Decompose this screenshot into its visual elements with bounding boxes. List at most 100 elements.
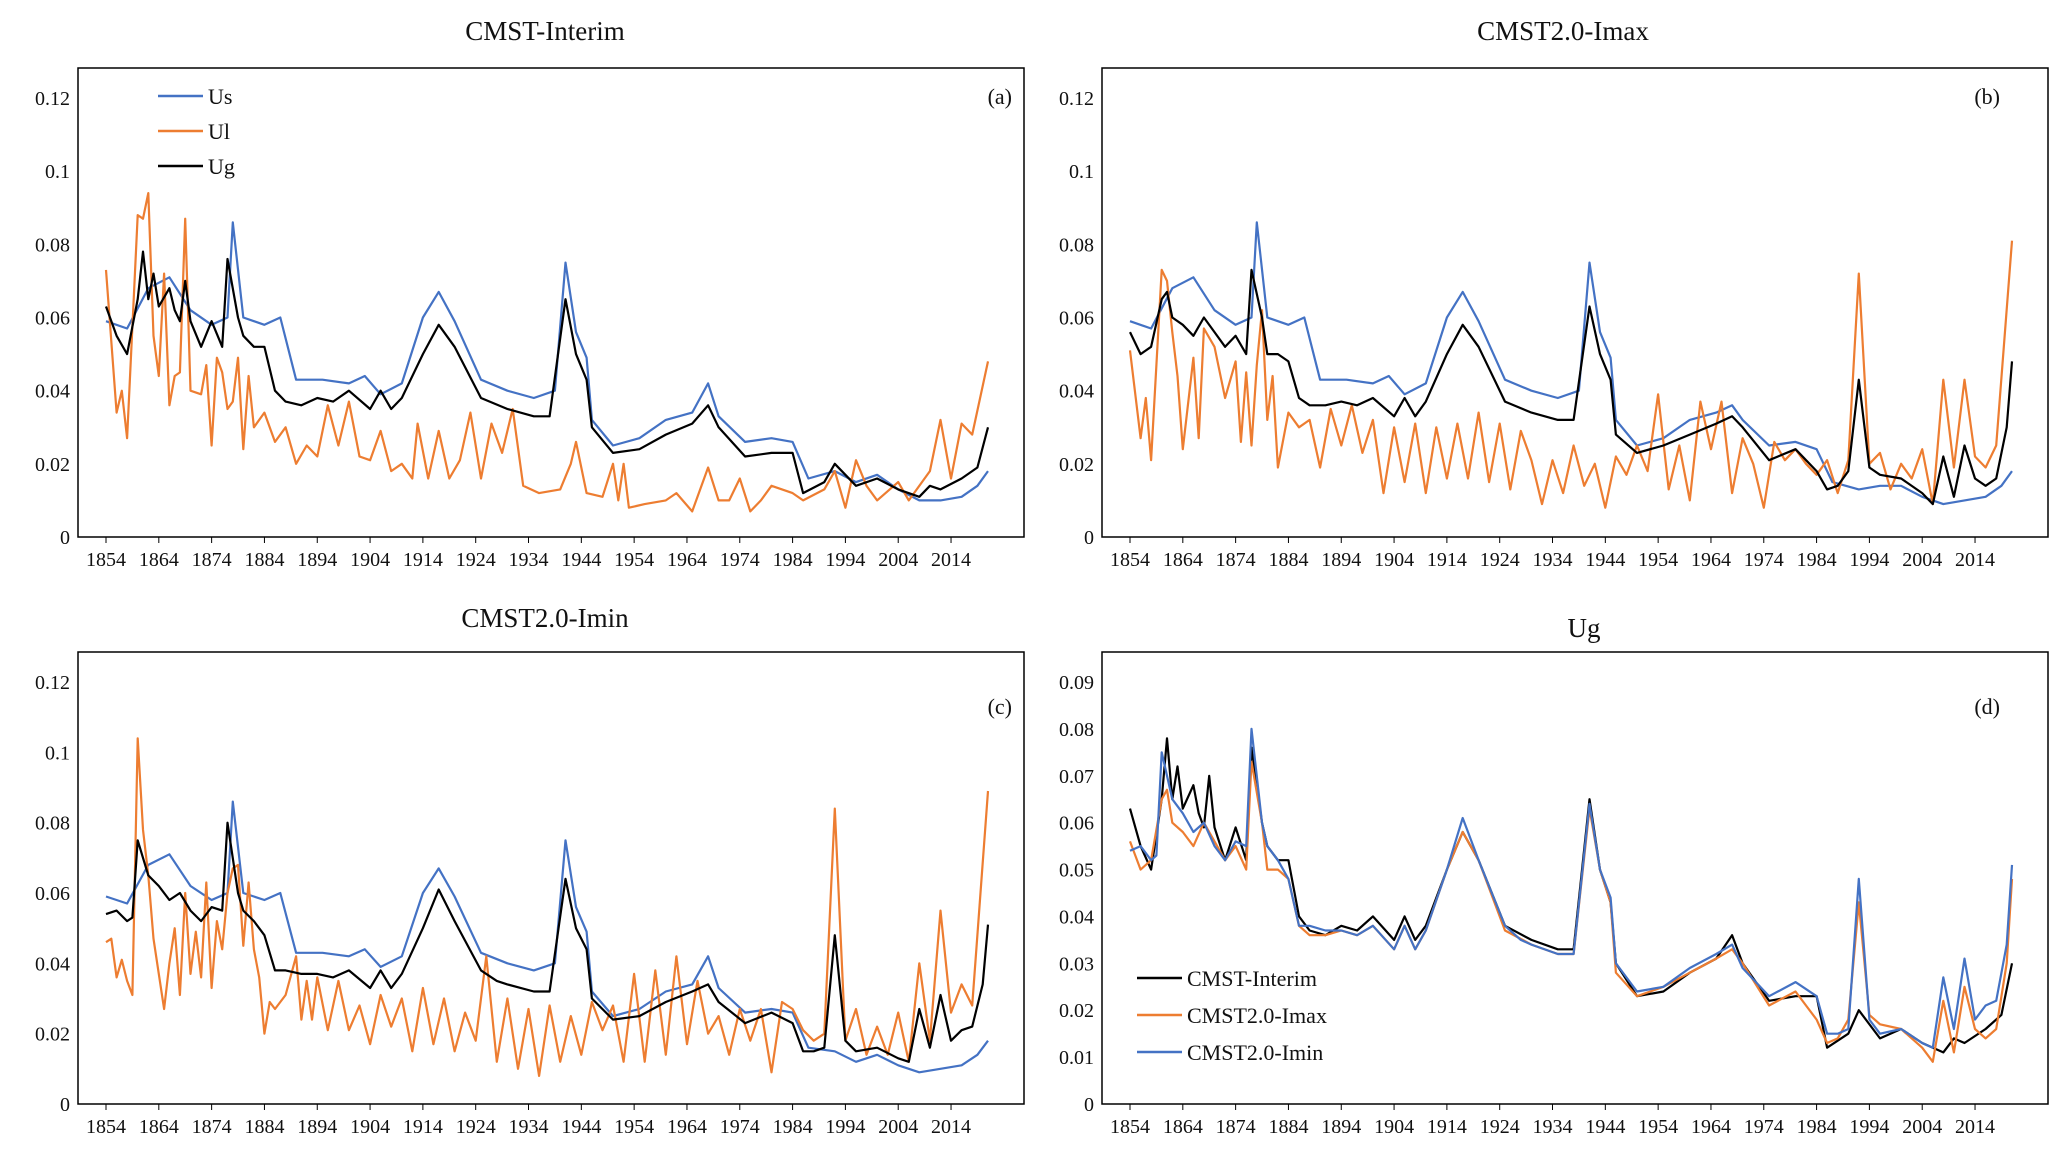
y-tick-label: 0.06	[35, 883, 70, 905]
panel-label: (c)	[988, 694, 1012, 719]
y-tick-label: 0.04	[35, 953, 70, 975]
x-tick-label: 1894	[1321, 549, 1361, 571]
y-tick-label: 0.08	[35, 813, 70, 835]
x-tick-label: 1924	[456, 1116, 496, 1138]
series-line-ug	[104, 250, 990, 498]
y-tick-label: 0	[60, 1094, 70, 1116]
legend-label: Ul	[208, 119, 230, 144]
x-tick-label: 1954	[614, 1116, 654, 1138]
x-tick-label: 1914	[403, 549, 443, 571]
x-tick-label: 1984	[773, 549, 813, 571]
x-tick-label: 1894	[1321, 1116, 1361, 1138]
x-tick-label: 1884	[1268, 1116, 1308, 1138]
panel-b: CMST2.0-Imax (b) 0 0.02 0.04 0.06 0.08 0.1 0.12 1…	[1059, 16, 2049, 571]
x-tick-label: 1864	[139, 549, 179, 571]
x-tick-label: 1884	[244, 549, 284, 571]
plot-frame	[77, 651, 1025, 1105]
x-tick-label: 1914	[1427, 1116, 1467, 1138]
plot-frame	[77, 67, 1025, 538]
x-tick-label: 1864	[139, 1116, 179, 1138]
panel-label: (b)	[1974, 84, 2000, 109]
y-tick-label: 0.1	[45, 742, 70, 764]
legend-label: Ug	[208, 154, 235, 179]
x-tick-label: 1884	[1268, 549, 1308, 571]
panel-a: CMST-Interim (a) 0 0.02 0.04 0.06 0.08 0.1 0.12 1…	[35, 16, 1025, 571]
y-tick-label: 0.08	[35, 234, 70, 256]
x-tick-label: 1904	[1374, 1116, 1414, 1138]
panel-d: Ug (d) 0 0.01 0.02 0.03 0.04 0.05 0.06 0.07 0.08 0.…	[1059, 613, 2049, 1138]
x-tick-label: 1864	[1163, 549, 1203, 571]
chart-title: CMST-Interim	[465, 16, 625, 46]
panel-label: (d)	[1974, 694, 2000, 719]
y-tick-label: 0	[60, 527, 70, 549]
plot-frame	[1101, 67, 2049, 538]
y-tick-label: 0.02	[1059, 1000, 1094, 1022]
y-tick-label: 0.06	[1059, 813, 1094, 835]
x-tick-label: 1874	[1216, 1116, 1256, 1138]
legend-label: Us	[208, 84, 232, 109]
x-tick-label: 2004	[1902, 549, 1942, 571]
x-tick-label: 1954	[1638, 1116, 1678, 1138]
x-tick-label: 2004	[878, 549, 918, 571]
x-tick-label: 2004	[1902, 1116, 1942, 1138]
x-tick-label: 2014	[931, 549, 971, 571]
x-tick-label: 1894	[297, 1116, 337, 1138]
series-line-cmst2-0-imin	[1129, 727, 2014, 1049]
series-line-ug	[105, 821, 990, 1063]
x-tick-label: 1984	[1797, 1116, 1837, 1138]
plot-frame	[1101, 651, 2049, 1105]
x-tick-label: 1954	[1638, 549, 1678, 571]
y-tick-label: 0.04	[35, 381, 70, 403]
x-tick-label: 1974	[1744, 549, 1784, 571]
x-tick-label: 1974	[720, 1116, 760, 1138]
x-tick-label: 1914	[1427, 549, 1467, 571]
legend-label: CMST-Interim	[1187, 966, 1317, 991]
x-tick-label: 1964	[1691, 1116, 1731, 1138]
y-tick-label: 0.02	[1059, 454, 1094, 476]
x-tick-label: 1854	[1110, 1116, 1150, 1138]
x-tick-label: 2014	[931, 1116, 971, 1138]
y-tick-label: 0.02	[35, 1024, 70, 1046]
y-tick-label: 0.12	[35, 88, 70, 110]
y-tick-label: 0.06	[1059, 308, 1094, 330]
x-tick-label: 1934	[509, 1116, 549, 1138]
x-tick-label: 1964	[667, 549, 707, 571]
x-tick-label: 1964	[1691, 549, 1731, 571]
y-tick-label: 0.1	[1069, 161, 1094, 183]
x-tick-label: 1904	[350, 549, 390, 571]
x-tick-label: 1994	[1849, 1116, 1889, 1138]
panel-label: (a)	[988, 84, 1012, 109]
y-tick-label: 0	[1084, 527, 1094, 549]
x-tick-label: 1944	[561, 1116, 601, 1138]
x-tick-label: 1854	[1110, 549, 1150, 571]
y-tick-label: 0.08	[1059, 234, 1094, 256]
y-tick-label: 0.04	[1059, 381, 1094, 403]
series-line-us	[105, 800, 989, 1074]
x-tick-label: 1924	[1480, 1116, 1520, 1138]
y-tick-label: 0.05	[1059, 860, 1094, 882]
y-tick-label: 0.06	[35, 308, 70, 330]
x-tick-label: 1994	[1849, 549, 1889, 571]
legend-label: CMST2.0-Imin	[1187, 1040, 1323, 1065]
x-tick-label: 1974	[1744, 1116, 1784, 1138]
x-tick-label: 1874	[1216, 549, 1256, 571]
x-tick-label: 1974	[720, 549, 760, 571]
series-line-us	[1129, 221, 2013, 506]
series-line-ul	[1128, 240, 2014, 509]
y-tick-label: 0.1	[45, 161, 70, 183]
x-tick-label: 1934	[1533, 1116, 1573, 1138]
series-line-us	[105, 221, 989, 502]
y-tick-label: 0.09	[1059, 672, 1094, 694]
x-tick-label: 1994	[825, 1116, 865, 1138]
series-line-ug	[1129, 268, 2014, 506]
x-tick-label: 1854	[86, 549, 126, 571]
x-tick-label: 1894	[297, 549, 337, 571]
x-tick-label: 1874	[192, 1116, 232, 1138]
x-tick-label: 1944	[1585, 549, 1625, 571]
x-tick-label: 1904	[350, 1116, 390, 1138]
y-tick-label: 0.03	[1059, 953, 1094, 975]
x-tick-label: 1914	[403, 1116, 443, 1138]
y-tick-label: 0.08	[1059, 719, 1094, 741]
y-tick-label: 0.04	[1059, 906, 1094, 928]
panel-c: CMST2.0-Imin (c) 0 0.02 0.04 0.06 0.08 0.1 0.12 1…	[35, 603, 1025, 1138]
